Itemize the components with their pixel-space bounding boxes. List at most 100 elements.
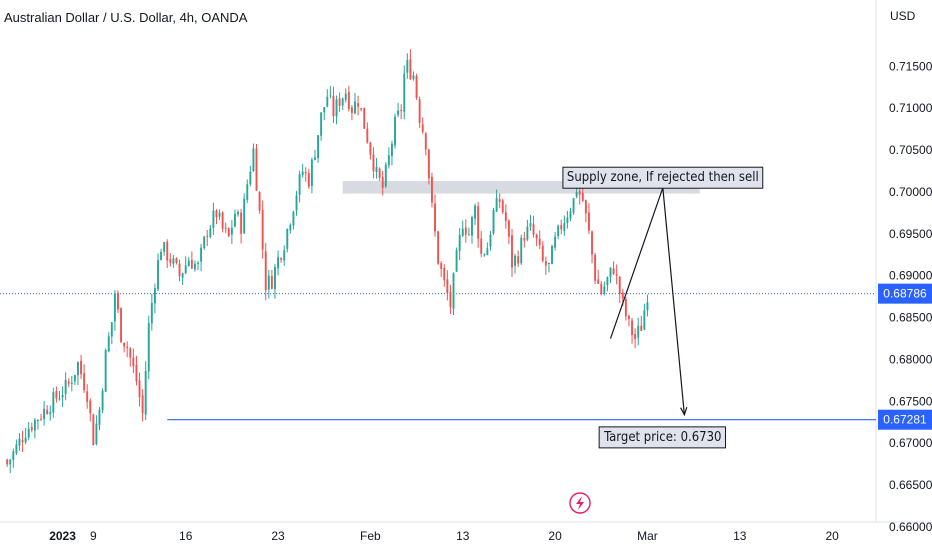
candle-body [581, 192, 584, 201]
candle-body [147, 323, 150, 372]
candle-body [83, 373, 86, 391]
candle-body [12, 451, 15, 460]
last-price-tag-text: 0.68786 [883, 287, 927, 301]
candle [547, 262, 550, 273]
last-price-tag-bg [878, 283, 932, 304]
x-tick-label: Feb [360, 529, 381, 543]
candle-body [237, 212, 239, 215]
candle-body [471, 216, 473, 236]
candle-body [541, 245, 544, 261]
candle-body [27, 428, 30, 438]
candle [33, 418, 36, 439]
candle [471, 215, 473, 244]
candle [144, 361, 147, 421]
candle [61, 386, 64, 408]
candle [200, 243, 203, 272]
candle-body [203, 236, 206, 248]
candle [295, 190, 298, 216]
y-tick-label: 0.66000 [889, 520, 932, 534]
candle-body [55, 390, 58, 399]
candle [517, 250, 520, 267]
candle-body [440, 263, 443, 270]
candle [449, 284, 452, 315]
candle-body [591, 231, 593, 255]
candle-body [566, 217, 569, 224]
candle [215, 209, 218, 225]
candle [597, 269, 600, 284]
candle-body [132, 357, 135, 367]
candle-body [446, 279, 449, 294]
candle [286, 228, 289, 253]
candle [403, 65, 406, 120]
candle [110, 322, 113, 345]
candle-body [52, 392, 55, 413]
candle-body [157, 260, 159, 290]
candle [184, 256, 187, 275]
candle-body [298, 174, 301, 195]
supply-zone-annotation[interactable]: Supply zone, If rejected then sell [562, 166, 764, 189]
candle [492, 207, 495, 235]
candle-body [274, 267, 276, 290]
candle [347, 85, 350, 112]
candle-body [646, 302, 649, 311]
candle-body [317, 135, 320, 159]
projection-arrowhead [680, 406, 688, 417]
candle [169, 253, 172, 267]
candle [249, 165, 252, 187]
candle-body [375, 166, 378, 172]
candle-body [458, 234, 461, 251]
candle-body [461, 228, 464, 236]
y-tick-label: 0.69500 [889, 227, 932, 241]
candle [634, 328, 637, 349]
candle-body [36, 420, 39, 422]
candle [147, 315, 150, 380]
target-price-tag-text: 0.67281 [883, 413, 927, 427]
candle [498, 193, 501, 209]
candle [495, 189, 498, 213]
candle-body [320, 112, 323, 136]
candle [394, 113, 396, 149]
candle-body [18, 438, 21, 446]
candle [274, 264, 276, 299]
candle [480, 231, 483, 258]
candle-body [264, 251, 267, 291]
candle-body [120, 308, 123, 343]
candle-body [258, 192, 261, 211]
currency-label: USD [890, 9, 916, 23]
candle [424, 132, 427, 156]
candle [166, 239, 169, 269]
candle-body [190, 259, 193, 269]
candle-body [643, 310, 646, 330]
candle [307, 168, 310, 189]
candle [107, 332, 110, 353]
candle [541, 241, 544, 263]
target-price-annotation[interactable]: Target price: 0.6730 [598, 426, 727, 449]
candle-body [329, 95, 332, 97]
x-tick-label: 13 [733, 529, 747, 543]
flash-icon[interactable] [569, 492, 591, 514]
candle-body [341, 98, 344, 106]
candle [381, 170, 384, 196]
candle-body [15, 444, 18, 453]
candle [397, 102, 400, 118]
candle-body [557, 225, 560, 236]
candle [80, 354, 82, 379]
y-tick-label: 0.67000 [889, 436, 932, 450]
candle-body [363, 107, 366, 129]
candle [123, 342, 126, 353]
candle-body [70, 382, 73, 384]
candle-body [495, 197, 498, 212]
candle-body [40, 418, 42, 420]
candle-body [520, 237, 523, 264]
candle [406, 53, 409, 79]
candle [511, 228, 513, 278]
candle [628, 314, 630, 327]
candle [578, 188, 581, 205]
y-tick-label: 0.66500 [889, 478, 932, 492]
candle [49, 405, 52, 421]
candle-body [221, 212, 224, 229]
candle-body [135, 364, 138, 382]
candle [600, 281, 603, 296]
